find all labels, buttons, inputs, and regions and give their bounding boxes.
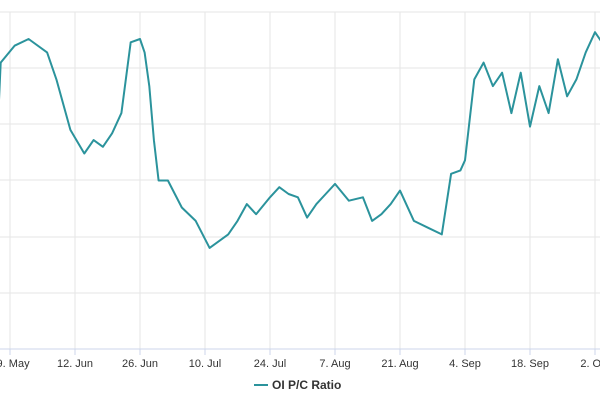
x-tick-label: 4. Sep (449, 358, 481, 370)
x-tick-label: 21. Aug (381, 358, 418, 370)
x-tick-label: 29. May (0, 358, 30, 370)
x-tick-label: 24. Jul (254, 358, 286, 370)
legend-label[interactable]: OI P/C Ratio (272, 378, 341, 392)
x-tick-label: 18. Sep (511, 358, 549, 370)
x-tick-label: 12. Jun (57, 358, 93, 370)
x-tick-label: 2. Oct (580, 358, 600, 370)
legend[interactable]: OI P/C Ratio (254, 378, 341, 392)
gridlines (0, 11, 600, 349)
x-tick-label: 10. Jul (189, 358, 221, 370)
x-axis: 29. May 12. Jun 26. Jun 10. Jul 24. Jul 7. Au… (0, 348, 600, 370)
series-line-oi-pc-ratio[interactable] (0, 31, 600, 249)
x-tick-label: 7. Aug (319, 358, 350, 370)
x-tick-label: 26. Jun (122, 358, 158, 370)
series-layer (0, 31, 600, 249)
